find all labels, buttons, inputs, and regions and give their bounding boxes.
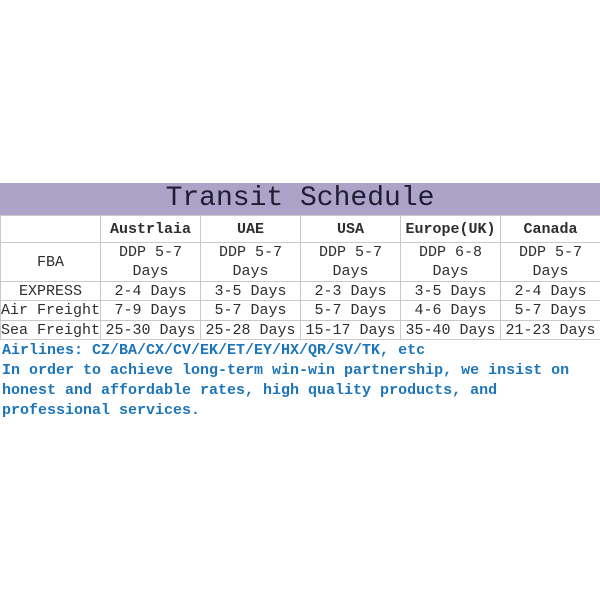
column-header-usa: USA — [300, 215, 401, 243]
table-row-fba: FBA DDP 5-7 Days DDP 5-7 Days DDP 5-7 Da… — [0, 242, 600, 282]
cell-fba-canada: DDP 5-7 Days — [500, 242, 600, 282]
partnership-note: In order to achieve long-term win-win pa… — [2, 362, 570, 419]
cell-fba-usa: DDP 5-7 Days — [300, 242, 401, 282]
cell-air-canada: 5-7 Days — [500, 300, 600, 321]
column-header-europe-uk: Europe(UK) — [400, 215, 501, 243]
cell-sea-canada: 21-23 Days — [500, 320, 600, 340]
column-header-austrlaia: Austrlaia — [100, 215, 201, 243]
table-row-sea-freight: Sea Freight 25-30 Days 25-28 Days 15-17 … — [0, 320, 600, 340]
row-label-express: EXPRESS — [0, 281, 101, 301]
cell-air-austrlaia: 7-9 Days — [100, 300, 201, 321]
column-header-blank — [0, 215, 101, 243]
cell-express-uae: 3-5 Days — [200, 281, 301, 301]
cell-sea-usa: 15-17 Days — [300, 320, 401, 340]
cell-fba-austrlaia: DDP 5-7 Days — [100, 242, 201, 282]
cell-sea-austrlaia: 25-30 Days — [100, 320, 201, 340]
row-label-air-freight: Air Freight — [0, 300, 101, 321]
cell-fba-europe-uk: DDP 6-8 Days — [400, 242, 501, 282]
title-banner: Transit Schedule — [0, 183, 600, 215]
cell-express-austrlaia: 2-4 Days — [100, 281, 201, 301]
table-row-air-freight: Air Freight 7-9 Days 5-7 Days 5-7 Days 4… — [0, 300, 600, 321]
cell-air-uae: 5-7 Days — [200, 300, 301, 321]
table-row-express: EXPRESS 2-4 Days 3-5 Days 2-3 Days 3-5 D… — [0, 281, 600, 301]
cell-sea-europe-uk: 35-40 Days — [400, 320, 501, 340]
cell-air-usa: 5-7 Days — [300, 300, 401, 321]
table-header-row: Austrlaia UAE USA Europe(UK) Canada — [0, 215, 600, 243]
cell-express-europe-uk: 3-5 Days — [400, 281, 501, 301]
cell-fba-uae: DDP 5-7 Days — [200, 242, 301, 282]
cell-express-usa: 2-3 Days — [300, 281, 401, 301]
cell-sea-uae: 25-28 Days — [200, 320, 301, 340]
row-label-sea-freight: Sea Freight — [0, 320, 101, 340]
row-label-fba: FBA — [0, 242, 101, 282]
airlines-note: Airlines: CZ/BA/CX/CV/EK/ET/EY/HX/QR/SV/… — [2, 342, 426, 359]
cell-express-canada: 2-4 Days — [500, 281, 600, 301]
cell-air-europe-uk: 4-6 Days — [400, 300, 501, 321]
column-header-uae: UAE — [200, 215, 301, 243]
page-title: Transit Schedule — [165, 183, 435, 214]
transit-schedule-table: Austrlaia UAE USA Europe(UK) Canada FBA … — [0, 215, 600, 340]
column-header-canada: Canada — [500, 215, 600, 243]
